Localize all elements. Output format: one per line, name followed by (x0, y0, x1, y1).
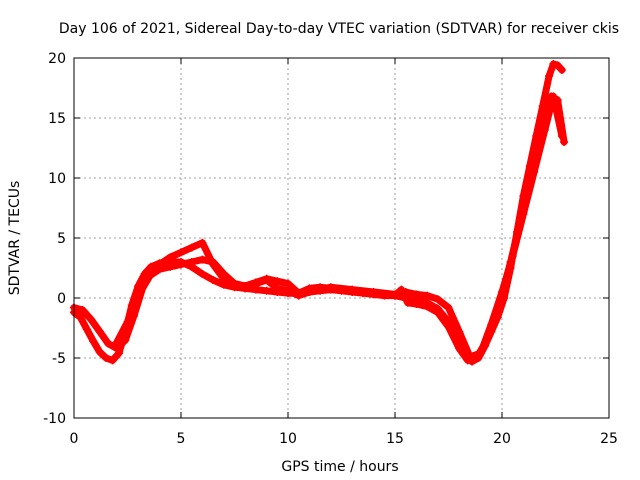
data-point (423, 291, 432, 300)
y-tick-label: 20 (48, 51, 66, 67)
y-tick-label: 5 (57, 231, 66, 247)
data-point (444, 322, 453, 331)
data-point (553, 61, 562, 70)
data-point (294, 291, 303, 300)
data-point (102, 354, 111, 362)
x-tick-label: 15 (386, 431, 404, 447)
series-trace (70, 60, 566, 366)
data-point (104, 339, 113, 348)
y-tick-label: 15 (48, 111, 66, 127)
data-point (412, 300, 421, 308)
data-point (519, 210, 528, 218)
data-point (369, 288, 378, 296)
data-point (305, 288, 314, 296)
data-point (166, 253, 175, 262)
data-point (284, 279, 292, 288)
x-tick-label: 25 (600, 431, 618, 447)
data-point (530, 168, 539, 176)
data-point (76, 313, 85, 322)
y-axis-ticks: -10 -5 0 5 10 15 20 (43, 51, 609, 427)
series-trace (113, 92, 566, 361)
data-point (241, 284, 250, 293)
x-tick-label: 20 (493, 431, 511, 447)
data-point (209, 258, 218, 266)
y-tick-label: 0 (57, 291, 66, 307)
chart-title: Day 106 of 2021, Sidereal Day-to-day VTE… (59, 21, 619, 37)
data-point (348, 285, 357, 294)
grid-lines (74, 58, 609, 418)
data-point (187, 243, 196, 252)
data-point (508, 252, 517, 260)
data-point (177, 248, 185, 257)
data-point (251, 279, 260, 288)
data-point (198, 238, 207, 247)
data-point (82, 325, 91, 334)
data-point (455, 344, 464, 353)
data-point (273, 277, 282, 286)
data-series (70, 60, 569, 366)
data-point (444, 303, 453, 312)
data-point (78, 306, 87, 314)
y-tick-label: 10 (48, 171, 66, 187)
data-point (545, 72, 554, 80)
data-point (403, 298, 412, 307)
data-point (433, 308, 442, 317)
data-point (166, 262, 175, 271)
x-axis-label: GPS time / hours (281, 459, 398, 475)
x-tick-label: 10 (279, 431, 297, 447)
y-tick-label: -5 (52, 351, 66, 367)
data-point (219, 270, 228, 278)
data-point (89, 337, 98, 346)
data-point (284, 286, 292, 295)
data-point (465, 352, 474, 361)
data-point (412, 290, 421, 299)
x-tick-label: 5 (177, 431, 186, 447)
data-point (87, 315, 96, 324)
y-tick-label: -10 (43, 411, 66, 427)
data-point (177, 260, 185, 269)
data-point (549, 60, 558, 68)
data-point (401, 288, 410, 296)
data-point (487, 320, 496, 329)
data-point (187, 258, 196, 266)
x-tick-label: 0 (70, 431, 79, 447)
data-point (95, 348, 104, 356)
data-point (198, 255, 207, 264)
series-track-c (112, 92, 566, 361)
data-point (262, 276, 271, 284)
data-point (540, 126, 549, 134)
x-axis-ticks: 0 5 10 15 20 25 (70, 58, 618, 447)
data-point (423, 302, 432, 311)
data-point (155, 265, 164, 274)
data-point (549, 92, 558, 101)
data-point (455, 327, 464, 336)
data-point (121, 336, 130, 344)
data-point (262, 286, 271, 295)
data-point (273, 284, 282, 293)
data-point (498, 288, 506, 296)
data-point (108, 356, 117, 365)
data-point (433, 295, 442, 304)
data-point (391, 290, 399, 299)
data-point (95, 327, 104, 336)
data-point (557, 66, 566, 74)
data-point (560, 138, 569, 146)
data-point (144, 272, 153, 281)
data-point (112, 338, 121, 347)
data-point (230, 279, 239, 288)
data-point (134, 288, 143, 296)
data-point (209, 276, 218, 284)
data-point (123, 318, 132, 326)
data-point (476, 349, 485, 358)
data-point (198, 270, 207, 278)
data-point (557, 132, 566, 140)
y-axis-label: SDTVAR / TECUs (7, 181, 23, 296)
data-point (326, 283, 335, 292)
